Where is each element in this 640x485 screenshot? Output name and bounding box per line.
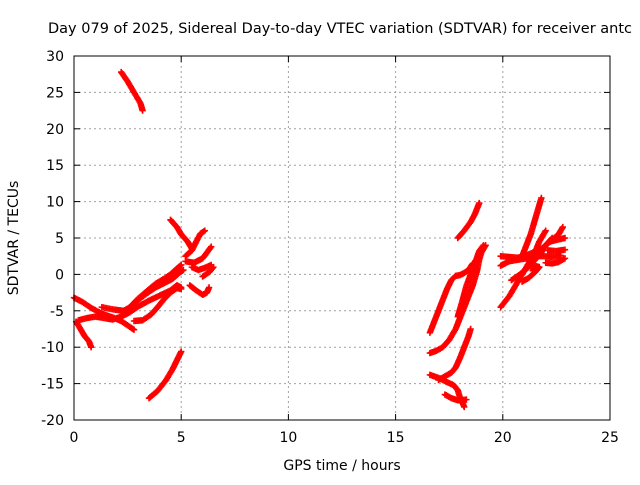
series-arc-11 xyxy=(186,282,213,298)
x-tick-label: 15 xyxy=(387,430,405,446)
data-point xyxy=(561,234,569,242)
chart-title: Day 079 of 2025, Sidereal Day-to-day VTE… xyxy=(48,21,632,37)
data-point xyxy=(461,403,468,411)
series-arc-09 xyxy=(182,227,208,260)
x-tick-label: 10 xyxy=(279,430,297,446)
data-point xyxy=(476,199,483,207)
series-arc-29 xyxy=(542,255,569,267)
series-arc-21 xyxy=(454,199,483,242)
data-point xyxy=(178,261,185,269)
data-point xyxy=(207,244,214,252)
data-layer xyxy=(70,68,569,411)
series-arc-27 xyxy=(546,234,569,245)
data-point xyxy=(176,262,184,270)
data-point xyxy=(480,242,487,249)
data-point xyxy=(559,223,567,231)
series-arc-19 xyxy=(435,325,474,384)
x-tick-label: 25 xyxy=(601,430,619,446)
series-arc-13 xyxy=(199,263,217,280)
y-tick-label: 5 xyxy=(55,231,64,247)
data-point xyxy=(536,263,543,271)
series-arc-12 xyxy=(188,261,215,274)
series-arc-06 xyxy=(126,261,185,311)
data-point xyxy=(463,396,470,403)
y-axis-label: SDTVAR / TECUs xyxy=(6,181,22,296)
series-arc-10 xyxy=(182,243,215,266)
y-tick-label: 0 xyxy=(55,267,64,283)
data-point xyxy=(130,326,138,333)
y-tick-label: 10 xyxy=(46,195,64,211)
data-point xyxy=(87,344,95,351)
tick-layer: -20 -15 -10 -5 0 5 10 15 20 25 30 0 5 10 15 20 25 xyxy=(41,49,619,446)
series-arc-26 xyxy=(518,194,545,260)
y-tick-label: 15 xyxy=(46,158,64,174)
data-point xyxy=(535,264,542,272)
y-tick-label: -5 xyxy=(50,304,64,320)
data-point xyxy=(467,325,474,333)
data-point xyxy=(209,264,216,272)
x-tick-label: 5 xyxy=(177,430,186,446)
data-point xyxy=(205,284,213,291)
data-point xyxy=(201,227,208,234)
y-tick-label: -10 xyxy=(41,340,64,356)
data-point xyxy=(178,348,185,355)
y-tick-label: 20 xyxy=(46,122,64,138)
series-arc-31 xyxy=(518,263,543,285)
x-axis-label: GPS time / hours xyxy=(283,458,400,474)
series-arc-14 xyxy=(145,348,185,402)
series-arc-04 xyxy=(75,282,185,324)
data-point xyxy=(561,255,569,262)
series-arc-16 xyxy=(441,391,470,404)
y-tick-label: 25 xyxy=(46,85,64,101)
series-arc-07 xyxy=(130,285,185,325)
y-tick-label: -15 xyxy=(41,377,64,393)
series-arc-01 xyxy=(117,68,146,114)
y-tick-label: 30 xyxy=(46,49,64,65)
data-point xyxy=(542,227,549,234)
series-arc-28 xyxy=(544,246,569,255)
series-arc-03 xyxy=(72,318,95,351)
data-point xyxy=(538,194,545,202)
x-tick-label: 20 xyxy=(494,430,512,446)
data-point xyxy=(178,285,185,293)
data-point xyxy=(139,107,146,114)
data-point xyxy=(210,263,217,271)
data-point xyxy=(208,243,215,250)
data-point xyxy=(479,243,486,250)
y-tick-label: -20 xyxy=(41,413,64,429)
x-tick-label: 0 xyxy=(70,430,79,446)
series-arc-20 xyxy=(454,242,487,320)
data-point xyxy=(180,266,187,274)
data-point xyxy=(561,246,569,253)
